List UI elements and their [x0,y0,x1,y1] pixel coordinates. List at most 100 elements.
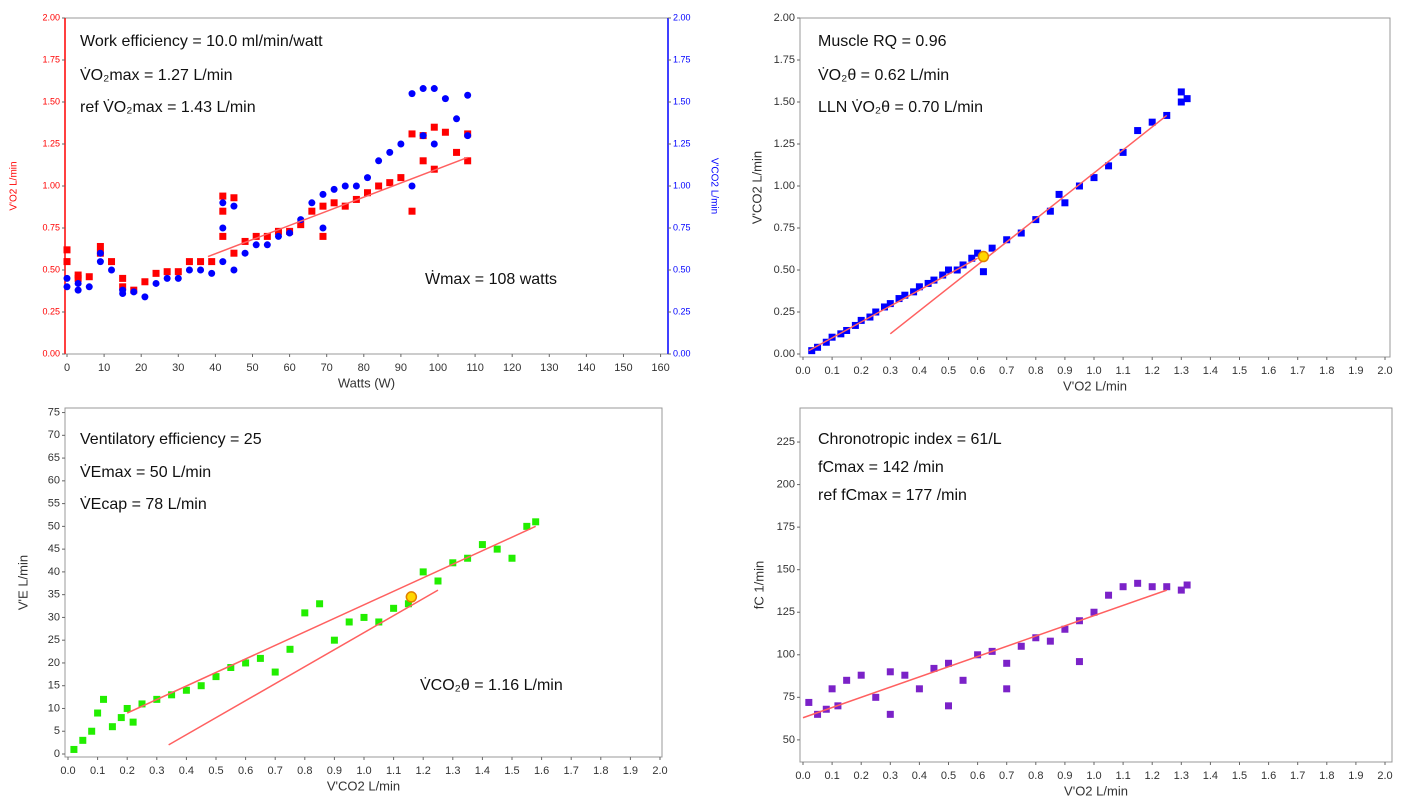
y2-tick-label: 1.25 [673,138,691,148]
point [408,182,416,190]
point [988,244,996,252]
point [319,190,327,198]
point [108,723,116,731]
point [1148,583,1156,591]
x-tick-label: 1.4 [1203,365,1218,377]
point [880,303,888,311]
point [88,727,96,735]
x-tick-label: 0.0 [60,765,75,777]
point [1017,229,1025,237]
point [219,207,227,215]
point [419,85,427,93]
point [430,123,438,131]
point [419,568,427,576]
point [805,698,813,706]
point [141,293,149,301]
threshold-point [977,250,990,263]
point [330,185,338,193]
y-tick-label: 75 [48,406,60,418]
y2-tick-label: 1.50 [673,96,691,106]
x-tick-label: 0.8 [1028,770,1043,782]
point [945,266,952,274]
y-tick-label: 15 [48,680,60,692]
x-tick-label: 1.7 [1290,770,1305,782]
x-tick-label: 80 [358,362,370,374]
x-tick-label: 0.7 [999,770,1014,782]
point [1183,581,1191,589]
fit-line [802,589,1167,719]
point [219,199,227,207]
point [63,274,71,282]
point [96,242,104,250]
point [532,518,540,526]
y-tick-label: 1.75 [42,54,60,64]
x-axis-title: V'O2 L/min [1064,783,1128,798]
point [915,685,923,693]
point [1003,685,1011,693]
x-tick-label: 1.5 [504,765,519,777]
annotation: LLN V̇O₂θ = 0.70 L/min [818,98,983,116]
y-tick-label: 1.75 [774,54,795,66]
point [297,221,305,229]
point [230,202,238,210]
x-tick-label: 1.3 [1174,365,1189,377]
x-tick-label: 0 [64,362,70,374]
point [822,338,830,346]
y-tick-label: 50 [783,734,795,746]
point [872,693,880,701]
y-tick-label: 25 [48,634,60,646]
point [872,308,880,316]
point [286,229,294,237]
annotation: V̇Emax = 50 L/min [80,463,211,481]
y-tick-label: 20 [48,657,60,669]
x-tick-label: 1.8 [593,765,608,777]
point [1032,634,1040,642]
point [219,192,227,200]
point [129,718,137,726]
point [1177,88,1185,96]
y-tick-label: 5 [54,725,60,737]
y-tick-label: 175 [777,521,795,533]
point [274,232,282,240]
point [230,249,238,257]
y2-tick-label: 0.25 [673,306,691,316]
x-tick-label: 0.0 [795,770,810,782]
y-tick-label: 100 [777,649,795,661]
point [404,600,412,608]
point [959,261,967,269]
point [174,274,182,282]
x-tick-label: 0.5 [208,765,223,777]
y-tick-label: 1.25 [42,138,60,148]
x-tick-label: 1.1 [1115,365,1130,377]
point [63,258,71,266]
x-tick-label: 0.5 [941,365,956,377]
point [397,174,405,182]
point [341,202,349,210]
annotation: Ẇmax = 108 watts [425,269,557,288]
y-tick-label: 125 [777,606,795,618]
x-tick-label: 160 [651,362,669,374]
point [219,224,227,232]
y-tick-label: 70 [48,429,60,441]
x-axis-title: V'O2 L/min [1063,378,1127,393]
y-tick-label: 10 [48,702,60,714]
x-tick-label: 1.7 [1290,365,1305,377]
y-axis-title: V'E L/min [15,555,30,610]
point [241,249,249,257]
y-tick-label: 55 [48,498,60,510]
point [100,695,108,703]
point [319,224,327,232]
point [108,266,116,274]
point [1075,658,1083,666]
x-tick-label: 50 [246,362,258,374]
x-axis-title: Watts (W) [338,375,395,390]
point [85,273,93,281]
point [430,85,438,93]
point [397,140,405,148]
x-tick-label: 0.3 [883,365,898,377]
point [219,232,227,240]
point [886,668,894,676]
x-tick-label: 0.8 [297,765,312,777]
y-tick-label: 0.50 [774,264,795,276]
